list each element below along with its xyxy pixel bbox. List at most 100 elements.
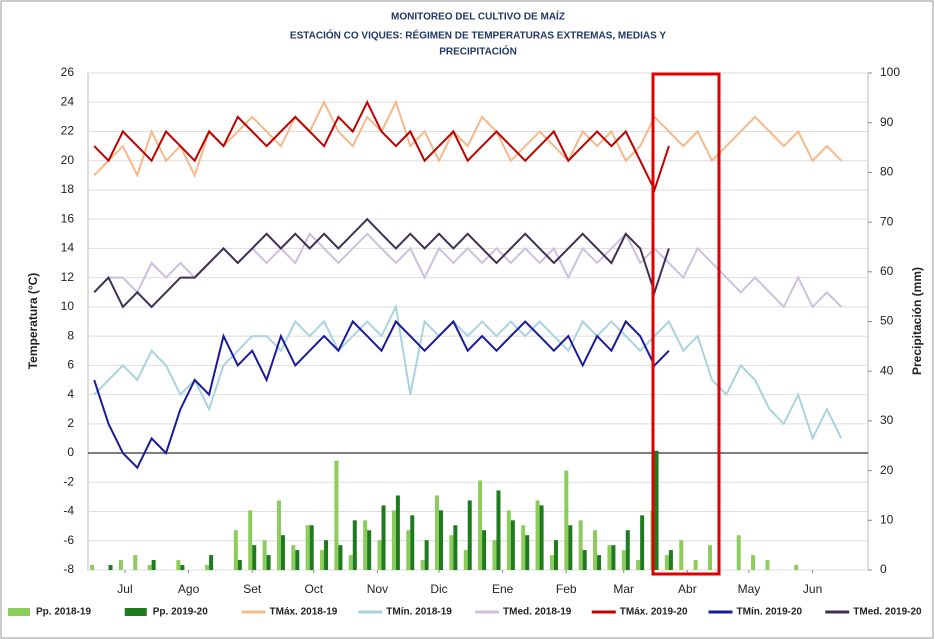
x-tick-label: Ene bbox=[492, 582, 514, 596]
chart-title: MONITOREO DEL CULTIVO DE MAÍZ bbox=[391, 10, 565, 23]
bar bbox=[549, 555, 554, 570]
bar bbox=[607, 545, 612, 570]
bar bbox=[248, 510, 253, 570]
bar bbox=[736, 535, 741, 570]
highlight-box bbox=[651, 72, 721, 576]
bar bbox=[765, 560, 770, 570]
chart-subtitle: ESTACIÓN CO VIQUES: RÉGIMEN DE TEMPERATU… bbox=[290, 29, 666, 42]
bar bbox=[463, 550, 468, 570]
y2-tick-label: 40 bbox=[880, 363, 894, 377]
y-tick-label: -2 bbox=[63, 474, 74, 488]
y-tick-label: 18 bbox=[61, 182, 75, 196]
x-tick-label: May bbox=[738, 582, 761, 596]
bar bbox=[391, 510, 396, 570]
bar bbox=[151, 560, 156, 570]
y2-tick-label: 10 bbox=[880, 512, 894, 526]
bar bbox=[510, 520, 515, 570]
plot-area bbox=[87, 72, 869, 571]
bar bbox=[582, 550, 587, 570]
legend-label: Pp. 2019-20 bbox=[153, 607, 208, 618]
y2-tick-label: 0 bbox=[880, 562, 887, 576]
bar bbox=[611, 545, 616, 570]
bar bbox=[324, 540, 329, 570]
bar bbox=[453, 525, 458, 570]
x-tick-label: Oct bbox=[304, 582, 323, 596]
bar bbox=[118, 560, 123, 570]
y-tick-label: 20 bbox=[61, 153, 75, 167]
y-tick-label: 24 bbox=[61, 94, 75, 108]
x-tick-label: Jul bbox=[117, 582, 132, 596]
legend-label: TMáx. 2019-20 bbox=[620, 607, 688, 618]
x-tick-label: Abr bbox=[678, 582, 697, 596]
line bbox=[93, 217, 670, 309]
bar bbox=[506, 510, 511, 570]
bar bbox=[621, 550, 626, 570]
bar bbox=[492, 540, 497, 570]
y-tick-label: 16 bbox=[61, 211, 75, 225]
bar bbox=[176, 560, 181, 570]
y2-tick-label: 80 bbox=[880, 165, 894, 179]
legend-swatch bbox=[124, 608, 147, 616]
bar bbox=[668, 550, 673, 570]
bar bbox=[435, 495, 439, 570]
bar bbox=[338, 545, 343, 570]
bar bbox=[553, 540, 558, 570]
y2-tick-label: 30 bbox=[880, 413, 894, 427]
bar bbox=[363, 520, 368, 570]
y2-tick-label: 50 bbox=[880, 314, 894, 328]
y-tick-label: 2 bbox=[67, 416, 74, 430]
bar bbox=[751, 555, 756, 570]
bar bbox=[133, 555, 138, 570]
bar bbox=[410, 515, 415, 570]
y-tick-label: 12 bbox=[61, 270, 75, 284]
bar bbox=[636, 560, 641, 570]
bar bbox=[395, 495, 400, 570]
bar bbox=[305, 525, 310, 570]
line bbox=[93, 303, 843, 442]
y-tick-label: 26 bbox=[61, 65, 75, 79]
bar bbox=[794, 565, 799, 570]
legend-label: TMín. 2019-20 bbox=[737, 607, 803, 618]
legend-label: TMín. 2018-19 bbox=[386, 607, 452, 618]
y-tick-label: -6 bbox=[63, 533, 74, 547]
bar bbox=[377, 540, 382, 570]
x-tick-label: Dic bbox=[430, 582, 447, 596]
y-tick-label: -8 bbox=[63, 562, 74, 576]
y2-tick-label: 70 bbox=[880, 214, 894, 228]
bar bbox=[367, 530, 372, 570]
bar bbox=[320, 550, 325, 570]
y2-tick-label: 20 bbox=[880, 463, 894, 477]
y-tick-label: -4 bbox=[63, 504, 74, 518]
bar bbox=[693, 560, 698, 570]
x-tick-label: Set bbox=[243, 582, 262, 596]
legend-label: TMed. 2018-19 bbox=[503, 607, 572, 618]
bar bbox=[424, 540, 429, 570]
bar bbox=[654, 450, 659, 570]
bar bbox=[147, 565, 152, 570]
y2-axis-label: Precipitación (mm) bbox=[910, 267, 924, 375]
x-tick-label: Ago bbox=[178, 582, 200, 596]
bar bbox=[496, 490, 501, 570]
bar bbox=[209, 555, 214, 570]
bar bbox=[352, 520, 357, 570]
y-tick-label: 14 bbox=[61, 241, 75, 255]
y-axis-label: Temperatura (°C) bbox=[26, 273, 40, 370]
bar bbox=[309, 525, 314, 570]
bar bbox=[266, 555, 271, 570]
legend-label: TMed. 2019-20 bbox=[853, 607, 922, 618]
bar bbox=[233, 530, 238, 570]
bar bbox=[252, 545, 257, 570]
y-tick-label: 22 bbox=[61, 124, 75, 138]
bar bbox=[406, 530, 411, 570]
bar bbox=[420, 560, 425, 570]
bar bbox=[237, 560, 242, 570]
bar bbox=[449, 535, 454, 570]
legend-label: Pp. 2018-19 bbox=[36, 607, 91, 618]
bar bbox=[291, 545, 296, 570]
bar bbox=[597, 555, 602, 570]
bar bbox=[535, 500, 540, 570]
legend-swatch bbox=[8, 608, 30, 616]
bar bbox=[90, 565, 95, 570]
bar bbox=[679, 540, 684, 570]
bar bbox=[521, 525, 526, 570]
